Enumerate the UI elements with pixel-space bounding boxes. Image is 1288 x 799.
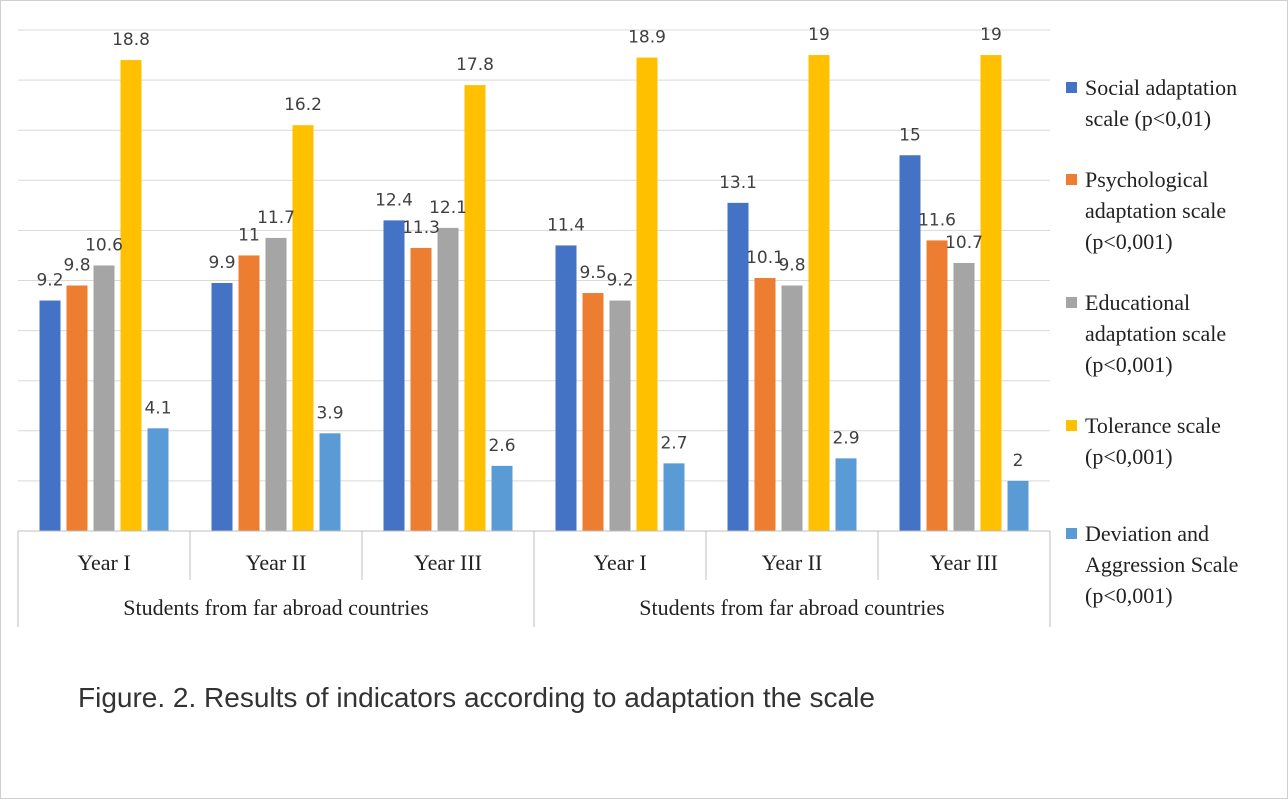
bar: [781, 285, 803, 531]
bar: [636, 57, 658, 532]
legend-label-tolerance: Tolerance scale (p<0,001): [1085, 413, 1221, 469]
bar: [582, 293, 604, 531]
bar: [93, 265, 115, 531]
bar: [464, 85, 486, 532]
x-tick-label: Year III: [930, 550, 998, 575]
data-label: 11: [238, 225, 260, 245]
bar: [727, 202, 749, 531]
data-label: 19: [808, 25, 830, 45]
bar: [1007, 480, 1029, 531]
legend-item-social: Social adaptation scale (p<0,01): [1066, 72, 1281, 134]
legend-item-deviation: Deviation and Aggression Scale (p<0,001): [1066, 518, 1281, 611]
x-group-label: Students from far abroad countries: [639, 595, 944, 620]
x-tick-label: Year I: [593, 550, 646, 575]
bar: [211, 283, 233, 531]
data-label: 12.4: [375, 190, 413, 210]
legend-label-educational: Educational adaptation scale (p<0,001): [1085, 290, 1227, 377]
bar-chart: 9.29.810.618.84.19.91111.716.23.912.411.…: [17, 25, 1051, 627]
bar: [319, 433, 341, 531]
data-label: 2.9: [832, 428, 859, 448]
data-label: 15: [899, 125, 921, 145]
legend-label-social: Social adaptation scale (p<0,01): [1085, 75, 1238, 131]
data-label: 9.5: [579, 263, 606, 283]
data-label: 9.8: [63, 256, 90, 276]
data-label: 9.2: [606, 271, 633, 291]
bar: [555, 245, 577, 531]
data-label: 9.8: [778, 256, 805, 276]
data-label: 2.6: [488, 436, 515, 456]
legend-item-psychological: Psychological adaptation scale (p<0,001): [1066, 164, 1281, 257]
data-label: 11.3: [402, 218, 440, 238]
data-label: 2.7: [660, 433, 687, 453]
bar: [292, 125, 314, 531]
bar: [265, 237, 287, 532]
x-tick-label: Year I: [77, 550, 130, 575]
legend-swatch-educational: [1066, 297, 1077, 308]
data-label: 18.8: [112, 30, 150, 50]
data-label: 12.1: [429, 198, 467, 218]
legend-label-psychological: Psychological adaptation scale (p<0,001): [1085, 167, 1227, 254]
x-group-label: Students from far abroad countries: [123, 595, 428, 620]
data-label: 10.7: [945, 233, 983, 253]
bar: [663, 463, 685, 531]
x-tick-label: Year II: [762, 550, 823, 575]
bar: [147, 428, 169, 531]
data-label: 17.8: [456, 55, 494, 75]
bar: [437, 227, 459, 531]
bar: [808, 55, 830, 532]
data-label: 9.2: [36, 271, 63, 291]
bar: [120, 60, 142, 532]
x-tick-label: Year II: [246, 550, 307, 575]
data-label: 11.7: [257, 208, 295, 228]
bar: [980, 55, 1002, 532]
data-label: 10.1: [746, 248, 784, 268]
x-tick-label: Year III: [414, 550, 482, 575]
legend-item-tolerance: Tolerance scale (p<0,001): [1066, 410, 1281, 472]
bar: [238, 255, 260, 531]
data-label: 2: [1013, 451, 1024, 471]
data-label: 11.4: [547, 215, 585, 235]
bar: [383, 220, 405, 531]
bar: [899, 155, 921, 531]
data-label: 10.6: [85, 235, 123, 255]
data-label: 13.1: [719, 173, 757, 193]
bar: [754, 277, 776, 531]
bar: [953, 262, 975, 531]
legend-label-deviation: Deviation and Aggression Scale (p<0,001): [1085, 521, 1239, 608]
legend-swatch-deviation: [1066, 528, 1077, 539]
bar: [609, 300, 631, 531]
data-label: 18.9: [628, 28, 666, 48]
data-label: 4.1: [144, 398, 171, 418]
legend-item-educational: Educational adaptation scale (p<0,001): [1066, 287, 1281, 380]
bar: [66, 285, 88, 531]
legend-swatch-social: [1066, 82, 1077, 93]
data-label: 19: [980, 25, 1002, 45]
data-label: 3.9: [316, 403, 343, 423]
bar: [410, 247, 432, 531]
chart-legend: Social adaptation scale (p<0,01) Psychol…: [1066, 72, 1281, 641]
bar: [926, 240, 948, 532]
bar: [835, 458, 857, 531]
figure-caption: Figure. 2. Results of indicators accordi…: [78, 682, 875, 713]
data-label: 16.2: [284, 95, 322, 115]
bar: [491, 465, 513, 531]
data-label: 9.9: [208, 253, 235, 273]
legend-swatch-tolerance: [1066, 420, 1077, 431]
data-label: 11.6: [918, 210, 956, 230]
bar: [39, 300, 61, 531]
legend-swatch-psychological: [1066, 174, 1077, 185]
